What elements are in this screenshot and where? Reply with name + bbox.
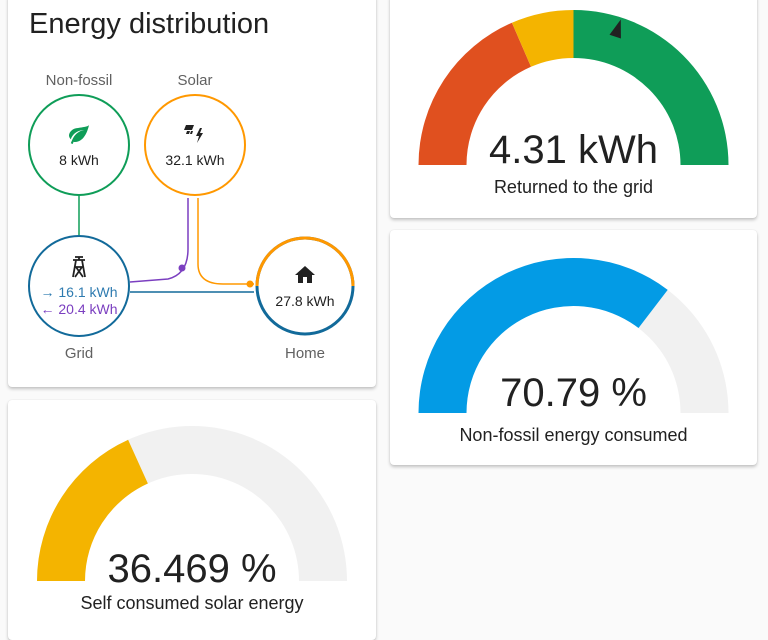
nonfossil-label: Non-fossil xyxy=(45,72,113,89)
nonfossil-gauge-label: Non-fossil energy consumed xyxy=(459,425,688,445)
gauge-fill xyxy=(418,258,668,413)
grid-return-value: 4.31 kWh xyxy=(489,128,658,172)
energy-distribution-card: Energy distribution Non-fossil 8 kWh Sol… xyxy=(8,0,376,387)
grid-return-gauge xyxy=(418,10,729,166)
solar-self-gauge xyxy=(37,426,347,581)
gauge-band-yellow xyxy=(511,10,574,67)
home-node[interactable]: 27.8 kWh xyxy=(254,235,356,337)
solar-self-label: Self consumed solar energy xyxy=(80,593,304,613)
grid-node[interactable]: → 16.1 kWh ← 20.4 kWh xyxy=(28,235,130,337)
solar-power-icon xyxy=(184,125,203,143)
grid-import-value: → 16.1 kWh xyxy=(40,284,118,300)
gauge-band-red xyxy=(418,22,532,166)
home-ring xyxy=(255,236,355,336)
leaf-icon xyxy=(69,125,89,144)
gauge-band-green xyxy=(573,10,729,165)
home-label: Home xyxy=(284,345,325,362)
solar-self-value: 36.469 % xyxy=(107,547,277,591)
solar-self-gauge-card[interactable]: 36.469 % Self consumed solar energy xyxy=(8,400,376,640)
grid-export-value: ← 20.4 kWh xyxy=(40,301,118,317)
home-value: 27.8 kWh xyxy=(275,293,335,309)
solar-label: Solar xyxy=(177,72,213,89)
grid-return-gauge-card[interactable]: 4.31 kWh Returned to the grid xyxy=(390,0,757,218)
grid-return-label: Returned to the grid xyxy=(493,177,654,197)
home-icon xyxy=(295,266,315,283)
card-title: Energy distribution xyxy=(29,8,270,40)
transmission-tower-icon xyxy=(72,256,86,278)
nonfossil-value: 8 kWh xyxy=(59,152,99,168)
nonfossil-value-readout: 70.79 % xyxy=(500,371,647,415)
nonfossil-gauge-card[interactable]: 70.79 % Non-fossil energy consumed xyxy=(390,230,757,465)
gauge-fill xyxy=(37,439,148,581)
solar-value: 32.1 kWh xyxy=(165,152,225,168)
nonfossil-node[interactable]: 8 kWh xyxy=(28,94,130,196)
nonfossil-gauge xyxy=(418,258,729,413)
solar-node[interactable]: 32.1 kWh xyxy=(144,94,246,196)
flow-lines xyxy=(78,196,254,293)
grid-label: Grid xyxy=(64,345,94,362)
gauge-needle xyxy=(609,19,621,39)
